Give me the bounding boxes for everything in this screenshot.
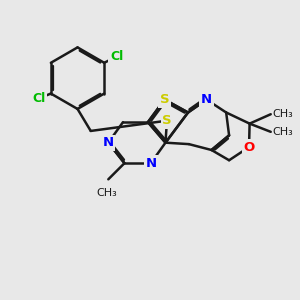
Text: Cl: Cl <box>110 50 123 63</box>
Text: N: N <box>145 157 156 170</box>
Text: CH₃: CH₃ <box>272 127 293 137</box>
Text: N: N <box>103 136 114 149</box>
Text: CH₃: CH₃ <box>272 109 293 119</box>
Text: O: O <box>243 141 255 154</box>
Text: N: N <box>201 93 212 106</box>
Text: S: S <box>162 114 172 127</box>
Text: S: S <box>160 93 169 106</box>
Text: CH₃: CH₃ <box>97 188 117 197</box>
Text: Cl: Cl <box>32 92 45 105</box>
